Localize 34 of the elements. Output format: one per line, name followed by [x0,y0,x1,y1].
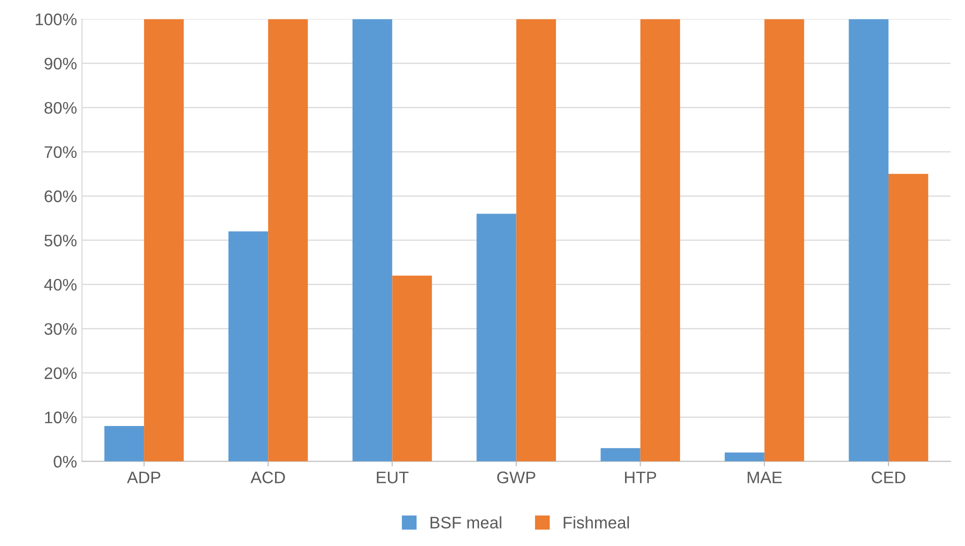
legend-label: BSF meal [430,516,502,529]
y-tick-label: 10% [45,412,77,424]
bar [724,452,764,462]
y-tick-label: 40% [44,278,77,291]
bar [848,19,888,462]
y-tick-label: 0% [54,456,77,468]
x-tick-label: EUT [376,472,408,484]
y-tick-label: 20% [44,367,77,380]
legend-label: Fishmeal [564,516,629,529]
bar [268,19,308,462]
y-tick-label: 80% [44,102,77,114]
bar [600,448,640,462]
x-tick-label: GWP [497,472,536,484]
bar [516,19,556,462]
bar [888,174,928,462]
y-tick-label: 50% [44,234,77,246]
x-tick-label: CED [872,472,906,484]
y-tick-label: 60% [44,190,77,202]
x-tick-label: HTP [625,472,656,484]
bar [392,276,432,462]
y-tick-label: 30% [44,323,77,335]
bar [640,19,680,462]
x-tick-label: ACD [250,472,285,484]
bar [352,19,392,462]
x-tick-label: ADP [126,472,160,484]
y-tick-label: 90% [44,58,77,70]
y-tick-label: 70% [44,146,77,158]
bar [144,19,184,462]
bar [228,231,268,462]
bar [764,19,804,462]
bar [476,214,516,462]
bar [104,426,144,462]
y-tick-label: 100% [36,14,77,26]
x-tick-label: MAE [748,472,782,484]
